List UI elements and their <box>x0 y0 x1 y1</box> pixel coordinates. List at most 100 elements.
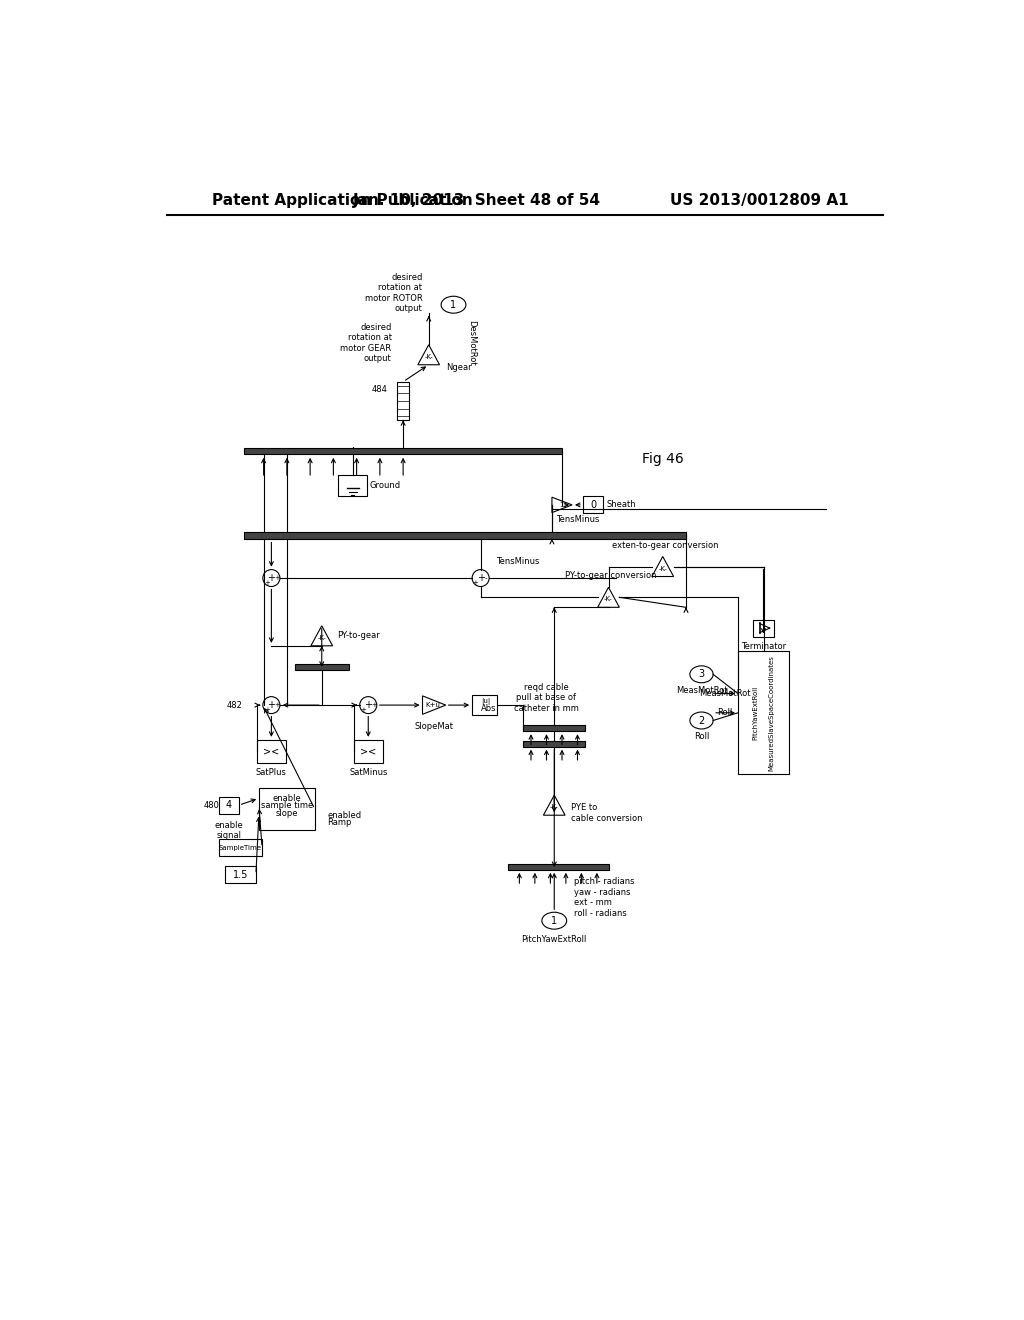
Text: +: + <box>264 579 269 586</box>
Text: MeasuredSlaveSpaceCoordinates: MeasuredSlaveSpaceCoordinates <box>768 655 774 771</box>
Text: reqd cable
pull at base of
catheter in mm: reqd cable pull at base of catheter in m… <box>514 682 579 713</box>
Text: ><: >< <box>263 746 280 756</box>
Text: 484: 484 <box>372 385 388 393</box>
Text: enabled: enabled <box>328 810 361 820</box>
Text: Fig 46: Fig 46 <box>642 451 684 466</box>
Text: Ngear: Ngear <box>445 363 471 371</box>
Text: 1: 1 <box>451 300 457 310</box>
Text: DesMotRot: DesMotRot <box>467 321 476 366</box>
Text: enable: enable <box>272 793 301 803</box>
Text: enable
signal: enable signal <box>214 821 243 840</box>
Text: 480: 480 <box>204 801 219 809</box>
Text: +: + <box>476 573 484 583</box>
Text: PY-to-gear conversion: PY-to-gear conversion <box>565 572 656 581</box>
Text: +: + <box>372 702 378 708</box>
Text: +: + <box>264 706 269 713</box>
Text: Roll: Roll <box>694 733 710 741</box>
Text: -K-: -K- <box>424 354 433 360</box>
Text: +: + <box>360 706 367 713</box>
Text: US 2013/0012809 A1: US 2013/0012809 A1 <box>670 193 849 209</box>
Text: slope: slope <box>275 809 298 818</box>
Ellipse shape <box>690 665 713 682</box>
Text: Roll: Roll <box>717 709 732 717</box>
Text: SampleTime: SampleTime <box>219 845 262 850</box>
Bar <box>225 866 256 883</box>
Text: 0: 0 <box>590 500 596 510</box>
Text: -K-: -K- <box>317 635 326 640</box>
Text: 1: 1 <box>551 916 557 925</box>
Text: +: + <box>267 700 275 710</box>
Text: SlopeMat: SlopeMat <box>415 722 454 731</box>
Bar <box>508 863 608 870</box>
Text: -K-: -K- <box>658 565 667 572</box>
Text: 1: 1 <box>559 502 563 508</box>
Polygon shape <box>598 587 620 607</box>
Text: PitchYawExtRoll: PitchYawExtRoll <box>521 935 587 944</box>
Ellipse shape <box>690 711 713 729</box>
Text: TensMinus: TensMinus <box>496 557 540 566</box>
Text: +: + <box>472 579 478 586</box>
Text: Ramp: Ramp <box>328 818 351 828</box>
Polygon shape <box>423 696 445 714</box>
Polygon shape <box>652 557 674 577</box>
Text: TensMinus: TensMinus <box>556 515 599 524</box>
Text: desired
rotation at
motor ROTOR
output: desired rotation at motor ROTOR output <box>365 273 423 313</box>
Text: K+u: K+u <box>426 702 440 708</box>
Text: |u|: |u| <box>481 698 490 705</box>
Bar <box>753 619 774 636</box>
Text: 2: 2 <box>698 715 705 726</box>
Bar <box>523 741 586 747</box>
Ellipse shape <box>542 912 566 929</box>
Bar <box>295 664 349 669</box>
Text: pitch - radians
yaw - radians
ext - mm
roll - radians: pitch - radians yaw - radians ext - mm r… <box>573 878 634 917</box>
Bar <box>257 739 286 763</box>
Text: +: + <box>274 702 281 708</box>
Circle shape <box>263 697 280 714</box>
Text: Patent Application Publication: Patent Application Publication <box>212 193 472 209</box>
Text: +: + <box>365 700 373 710</box>
Text: +: + <box>274 576 281 581</box>
Circle shape <box>359 697 377 714</box>
Text: -: - <box>484 576 487 581</box>
Bar <box>472 696 497 715</box>
Text: PYE to
cable conversion: PYE to cable conversion <box>571 803 643 822</box>
Bar <box>738 651 788 775</box>
Text: Ground: Ground <box>370 482 401 490</box>
Text: 1.5: 1.5 <box>232 870 248 879</box>
Bar <box>338 475 368 496</box>
Text: PitchYawExtRoll: PitchYawExtRoll <box>753 685 759 741</box>
Bar <box>219 797 239 813</box>
Bar <box>397 381 410 420</box>
Text: -K-: -K- <box>604 597 613 602</box>
Ellipse shape <box>441 296 466 313</box>
Polygon shape <box>311 626 333 645</box>
Text: Jan. 10, 2013  Sheet 48 of 54: Jan. 10, 2013 Sheet 48 of 54 <box>352 193 601 209</box>
Text: -K-: -K- <box>550 804 559 810</box>
Bar <box>353 739 383 763</box>
Text: Terminator: Terminator <box>741 642 786 651</box>
Circle shape <box>263 570 280 586</box>
Circle shape <box>472 570 489 586</box>
Text: Sheath: Sheath <box>607 500 637 510</box>
Text: MeasMotRot: MeasMotRot <box>699 689 751 698</box>
Text: exten-to-gear conversion: exten-to-gear conversion <box>611 541 718 549</box>
Bar <box>523 725 586 731</box>
Polygon shape <box>418 345 439 364</box>
Bar <box>245 447 562 454</box>
Bar <box>259 788 314 830</box>
Text: 482: 482 <box>227 701 243 710</box>
Text: SatPlus: SatPlus <box>256 768 287 777</box>
Text: Abs: Abs <box>481 704 497 713</box>
Text: SatMinus: SatMinus <box>349 768 387 777</box>
Polygon shape <box>552 498 572 512</box>
Bar <box>245 532 686 539</box>
Text: 3: 3 <box>698 669 705 680</box>
Text: 4: 4 <box>225 800 231 810</box>
Text: sample time: sample time <box>261 801 313 810</box>
Bar <box>219 840 262 857</box>
Text: +: + <box>267 573 275 583</box>
Text: ><: >< <box>360 746 377 756</box>
Text: PY-to-gear: PY-to-gear <box>337 631 380 640</box>
Text: desired
rotation at
motor GEAR
output: desired rotation at motor GEAR output <box>340 323 391 363</box>
Polygon shape <box>544 795 565 816</box>
